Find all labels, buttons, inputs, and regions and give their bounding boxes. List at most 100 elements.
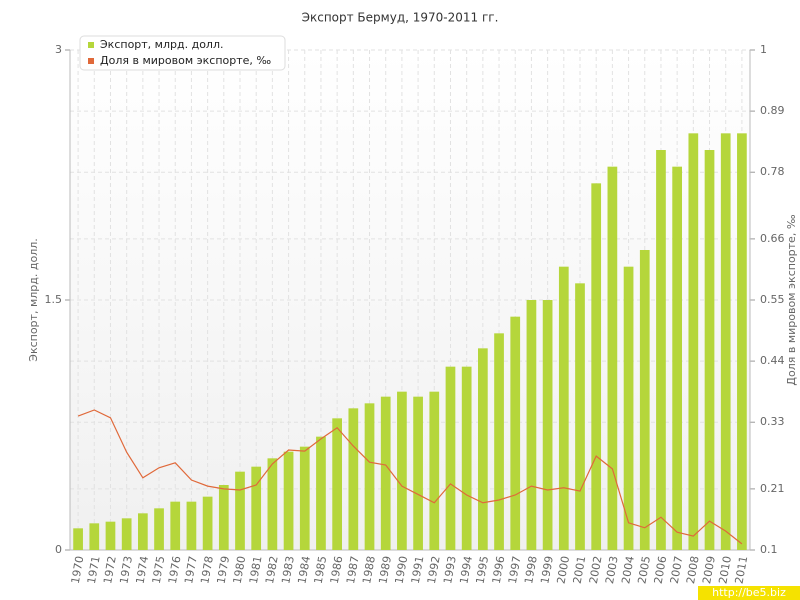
bar: [267, 458, 278, 550]
x-tick-label: 1984: [295, 555, 313, 585]
bar: [413, 396, 423, 550]
x-tick-label: 1993: [441, 555, 459, 585]
bar: [737, 133, 747, 551]
x-tick-label: 1994: [457, 555, 475, 585]
x-tick-label: 2003: [603, 555, 621, 585]
bar: [332, 418, 342, 550]
bar: [704, 150, 715, 550]
bar: [445, 366, 456, 550]
x-tick-label: 2005: [635, 555, 653, 585]
x-tick-label: 1996: [490, 555, 508, 585]
x-tick-label: 1978: [198, 555, 216, 585]
y2-tick-label: 1: [760, 43, 767, 56]
watermark: http://be5.biz: [712, 586, 786, 599]
x-tick-label: 2001: [571, 555, 589, 585]
bar: [623, 266, 634, 550]
bar: [364, 403, 375, 550]
y2-tick-label: 0.1: [760, 543, 778, 556]
bar: [542, 300, 553, 550]
bar: [283, 451, 294, 550]
x-tick-label: 1977: [182, 555, 200, 585]
bar: [170, 501, 181, 550]
legend-label: Экспорт, млрд. долл.: [100, 38, 223, 51]
bar: [558, 266, 569, 550]
bar: [380, 396, 391, 550]
legend-marker: [88, 42, 94, 48]
x-tick-label: 1995: [474, 555, 492, 585]
bar: [348, 408, 359, 550]
y2-tick-label: 0.89: [760, 104, 785, 117]
x-tick-label: 2008: [684, 555, 702, 585]
bar: [138, 513, 148, 550]
x-tick-label: 1980: [231, 555, 249, 585]
x-tick-label: 1970: [69, 555, 87, 585]
x-tick-label: 2007: [668, 555, 686, 585]
bar: [461, 366, 472, 550]
x-tick-label: 1990: [393, 555, 411, 585]
x-tick-label: 1973: [117, 555, 135, 585]
y2-axis-label: Доля в мировом экспорте, ‰: [785, 214, 798, 385]
x-tick-label: 1989: [376, 555, 394, 585]
x-tick-label: 1987: [344, 555, 362, 585]
bar: [526, 300, 537, 550]
y-axis-label: Экспорт, млрд. долл.: [27, 238, 40, 361]
bar: [510, 316, 521, 550]
y2-tick-label: 0.21: [760, 482, 785, 495]
legend-label: Доля в мировом экспорте, ‰: [100, 54, 271, 67]
y2-tick-label: 0.55: [760, 293, 785, 306]
bar: [607, 166, 618, 550]
bar: [202, 496, 213, 550]
bar: [672, 166, 682, 550]
x-tick-label: 2009: [700, 555, 718, 585]
x-tick-label: 2000: [554, 555, 572, 585]
bar: [639, 250, 650, 550]
bar: [186, 501, 197, 550]
bar: [73, 528, 83, 550]
bar: [575, 283, 585, 550]
bar: [591, 183, 602, 551]
x-tick-label: 1972: [101, 555, 119, 585]
bar: [121, 518, 132, 550]
bar: [299, 446, 310, 550]
x-tick-label: 1986: [328, 555, 346, 585]
x-tick-label: 1971: [85, 555, 103, 585]
chart-title: Экспорт Бермуд, 1970-2011 гг.: [302, 11, 499, 25]
bar: [720, 133, 731, 551]
x-tick-label: 1975: [150, 555, 168, 585]
x-tick-label: 1991: [409, 555, 427, 585]
bar: [478, 348, 488, 550]
bar: [429, 391, 440, 550]
y2-tick-label: 0.44: [760, 354, 785, 367]
bar: [154, 508, 164, 550]
bar: [494, 333, 504, 550]
y-tick-label: 1.5: [45, 293, 63, 306]
line: [77, 409, 743, 545]
y2-tick-label: 0.78: [760, 165, 785, 178]
y2-tick-label: 0.66: [760, 232, 785, 245]
x-tick-label: 1981: [247, 555, 265, 585]
x-tick-label: 1974: [134, 555, 152, 585]
bar: [235, 471, 245, 550]
x-tick-label: 2004: [619, 555, 637, 585]
bar: [656, 150, 666, 550]
y2-tick-label: 0.33: [760, 415, 785, 428]
y-tick-label: 0: [55, 543, 62, 556]
bar: [105, 521, 116, 550]
legend-box: [79, 35, 286, 71]
bar: [218, 485, 229, 550]
x-tick-label: 2011: [733, 555, 751, 585]
x-tick-label: 1992: [425, 555, 443, 585]
x-tick-label: 1999: [538, 555, 556, 585]
bar: [397, 391, 407, 550]
x-tick-label: 1998: [522, 555, 540, 585]
x-tick-label: 2002: [587, 555, 605, 585]
bar: [316, 436, 326, 550]
x-tick-label: 1976: [166, 555, 184, 585]
watermark-bg: [698, 586, 800, 600]
y-tick-label: 3: [55, 43, 62, 56]
bar: [251, 466, 262, 550]
x-tick-label: 1983: [279, 555, 297, 585]
x-tick-label: 1982: [263, 555, 281, 585]
legend-marker: [88, 58, 94, 64]
